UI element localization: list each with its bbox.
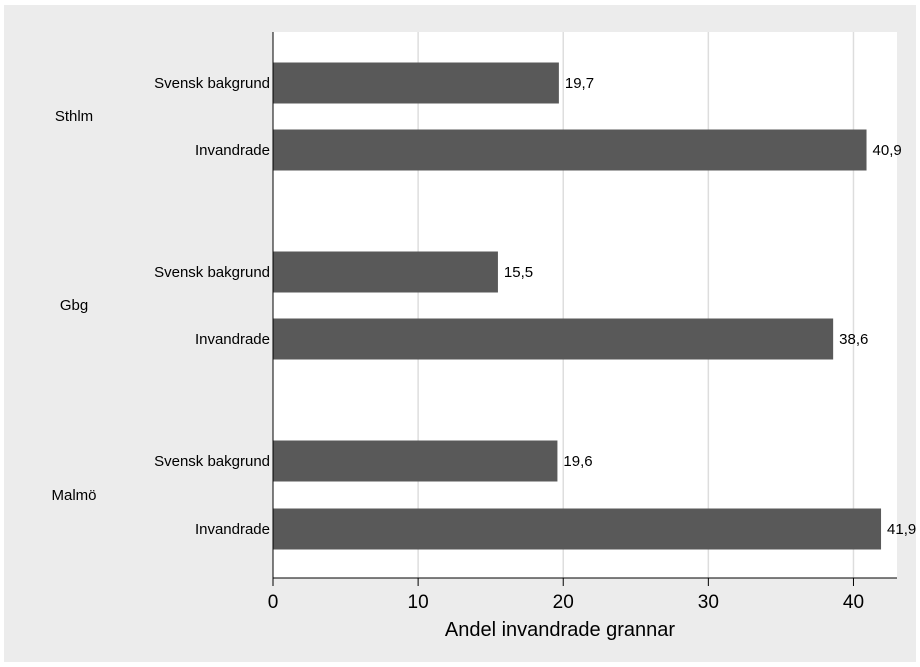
- bar-1-0: [273, 251, 498, 293]
- x-axis-title: Andel invandrade grannar: [445, 619, 676, 641]
- bar-category-label-1-0: Svensk bakgrund: [154, 264, 270, 281]
- x-tick-label-10: 10: [408, 592, 429, 613]
- value-label-0-1: 40,9: [873, 142, 902, 159]
- bar-category-label-0-0: Svensk bakgrund: [154, 75, 270, 92]
- bar-0-0: [273, 62, 559, 104]
- value-label-0-0: 19,7: [565, 75, 594, 92]
- bar-category-label-2-1: Invandrade: [195, 521, 270, 538]
- bar-category-label-1-1: Invandrade: [195, 331, 270, 348]
- bar-2-1: [273, 508, 882, 550]
- bar-category-label-2-0: Svensk bakgrund: [154, 453, 270, 470]
- bar-category-label-0-1: Invandrade: [195, 142, 270, 159]
- value-label-1-1: 38,6: [839, 331, 868, 348]
- x-tick-label-30: 30: [698, 592, 719, 613]
- x-tick-label-20: 20: [553, 592, 574, 613]
- x-axis: 0 10 20 30 40: [268, 32, 897, 613]
- group-label-2: Malmö: [51, 487, 96, 504]
- grid-lines: [417, 32, 855, 578]
- plot-area: [273, 32, 897, 578]
- group-label-0: Sthlm: [55, 108, 93, 125]
- bar-0-1: [273, 129, 867, 171]
- bar-2-0: [273, 440, 558, 482]
- x-tick-label-40: 40: [843, 592, 864, 613]
- value-label-2-0: 19,6: [563, 453, 592, 470]
- category-labels: Sthlm Svensk bakgrund Invandrade Gbg Svensk …: [51, 75, 270, 538]
- x-tick-label-0: 0: [268, 592, 279, 613]
- bars: 19,7 40,9 15,5 38,6 19,6 41,9: [273, 62, 916, 550]
- value-label-1-0: 15,5: [504, 264, 533, 281]
- value-label-2-1: 41,9: [887, 521, 916, 538]
- group-label-1: Gbg: [60, 297, 88, 314]
- bar-1-1: [273, 318, 834, 360]
